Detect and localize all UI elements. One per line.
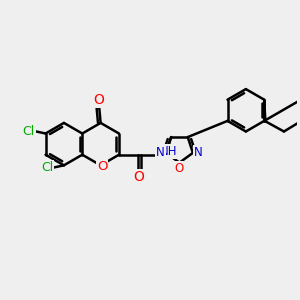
Text: O: O — [93, 93, 104, 107]
Text: O: O — [97, 160, 107, 173]
Text: O: O — [175, 162, 184, 175]
Text: Cl: Cl — [41, 161, 53, 174]
Text: N: N — [194, 146, 203, 159]
Text: Cl: Cl — [22, 125, 35, 138]
Text: N: N — [156, 146, 165, 159]
Text: NH: NH — [160, 145, 178, 158]
Text: O: O — [133, 170, 144, 184]
